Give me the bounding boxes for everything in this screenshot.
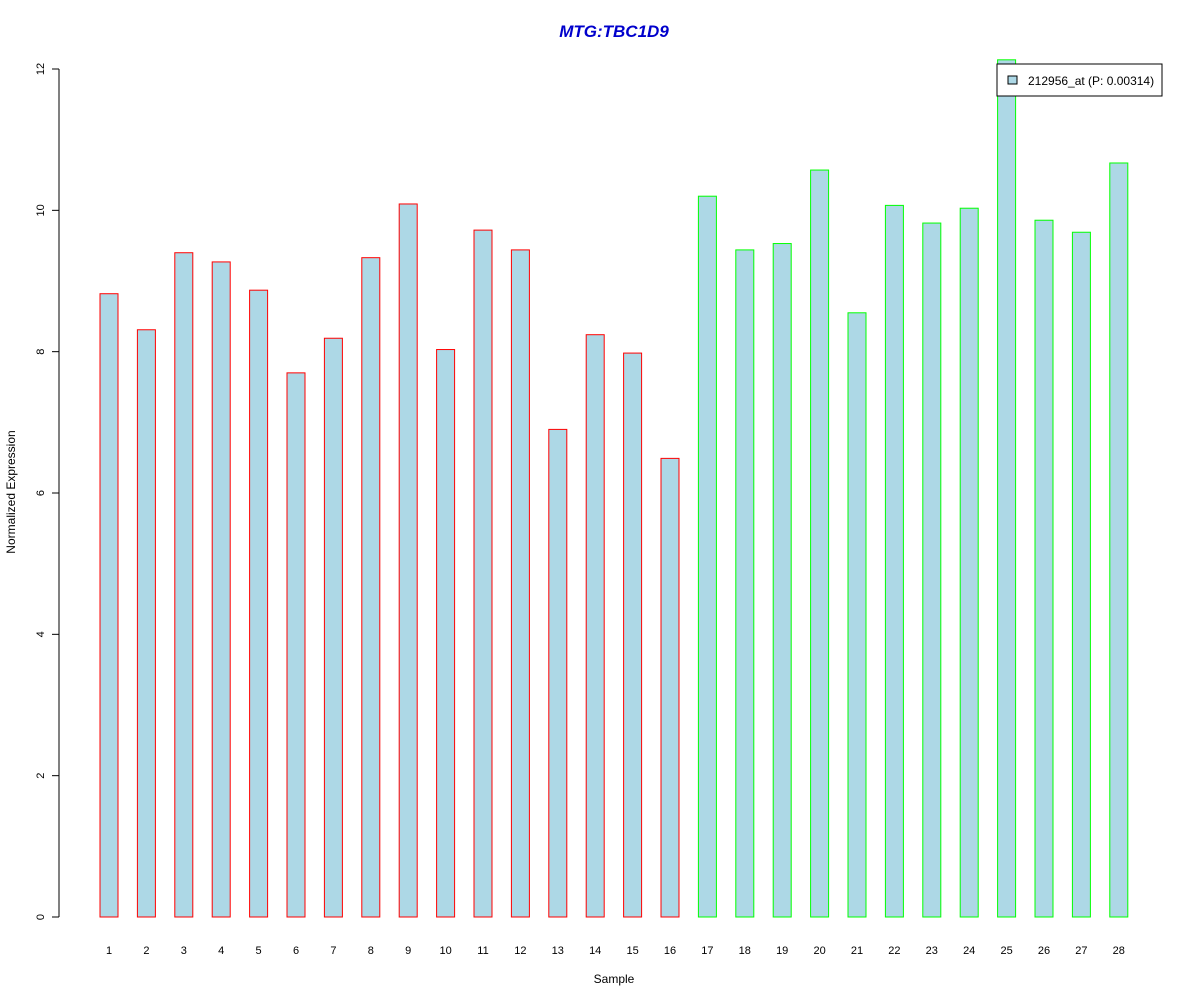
- y-tick-label: 2: [35, 773, 47, 779]
- x-tick-label: 4: [218, 945, 224, 957]
- x-tick-label: 6: [293, 945, 299, 957]
- x-tick-label: 13: [552, 945, 564, 957]
- bar-sample-21: [847, 312, 867, 918]
- x-axis-label: Sample: [594, 972, 635, 986]
- bar-sample-27: [1071, 231, 1091, 918]
- x-tick-label: 18: [739, 945, 751, 957]
- bar-sample-11: [473, 229, 493, 918]
- legend-swatch: [1007, 75, 1018, 85]
- bar-sample-20: [810, 169, 830, 918]
- bar-sample-28: [1109, 162, 1129, 918]
- legend-box: [996, 63, 1163, 97]
- x-tick-label: 23: [926, 945, 938, 957]
- x-tick-label: 24: [963, 945, 975, 957]
- x-tick-label: 26: [1038, 945, 1050, 957]
- bar-sample-10: [436, 349, 456, 918]
- x-tick-label: 25: [1000, 945, 1012, 957]
- bar-sample-5: [249, 289, 269, 918]
- y-tick-label: 10: [35, 204, 47, 216]
- bar-sample-17: [697, 195, 717, 918]
- bar-sample-24: [959, 207, 979, 918]
- x-tick-label: 14: [589, 945, 601, 957]
- bar-sample-18: [735, 249, 755, 918]
- x-tick-label: 3: [181, 945, 187, 957]
- x-tick-label: 19: [776, 945, 788, 957]
- bar-sample-19: [772, 243, 792, 918]
- bar-sample-14: [585, 334, 605, 918]
- bar-sample-6: [286, 372, 306, 918]
- bar-sample-16: [660, 457, 680, 918]
- x-tick-label: 5: [256, 945, 262, 957]
- y-tick-label: 6: [35, 490, 47, 496]
- x-tick-label: 21: [851, 945, 863, 957]
- x-tick-label: 7: [330, 945, 336, 957]
- bar-sample-1: [99, 293, 119, 918]
- bar-sample-2: [136, 329, 156, 918]
- bar-sample-7: [323, 337, 343, 918]
- x-tick-label: 27: [1075, 945, 1087, 957]
- x-tick-label: 22: [888, 945, 900, 957]
- legend-label: 212956_at (P: 0.00314): [1028, 74, 1154, 88]
- bar-sample-22: [884, 204, 904, 918]
- x-tick-label: 11: [477, 945, 488, 957]
- bar-sample-3: [174, 252, 194, 918]
- x-tick-label: 28: [1113, 945, 1125, 957]
- bar-sample-13: [548, 428, 568, 918]
- x-tick-label: 15: [626, 945, 638, 957]
- x-tick-label: 10: [439, 945, 451, 957]
- x-axis-tick-labels: 1 2 3 4 5 6 7 8 9 10 11 12 13 14 15 16 17 18 19 20 21 22 23 24 2…: [106, 945, 1125, 957]
- bar-sample-26: [1034, 219, 1054, 918]
- y-tick-label: 4: [35, 631, 47, 637]
- x-tick-label: 2: [143, 945, 149, 957]
- y-tick-label: 0: [35, 914, 47, 920]
- bar-sample-4: [211, 261, 231, 918]
- x-tick-label: 12: [514, 945, 526, 957]
- chart-title: MTG:TBC1D9: [559, 22, 669, 41]
- bar-sample-9: [398, 203, 418, 918]
- x-tick-label: 17: [701, 945, 713, 957]
- bar-sample-8: [361, 257, 381, 918]
- x-tick-label: 20: [813, 945, 825, 957]
- legend: 212956_at (P: 0.00314): [996, 63, 1163, 97]
- x-tick-label: 1: [106, 945, 112, 957]
- bar-sample-12: [510, 249, 530, 918]
- x-tick-label: 16: [664, 945, 676, 957]
- y-tick-label: 12: [35, 63, 47, 75]
- y-axis-label: Normalized Expression: [4, 430, 18, 553]
- x-tick-label: 8: [368, 945, 374, 957]
- x-tick-label: 9: [405, 945, 411, 957]
- bar-sample-15: [623, 352, 643, 918]
- bars: [99, 59, 1129, 918]
- bar-sample-23: [922, 222, 942, 918]
- y-tick-label: 8: [35, 349, 47, 355]
- bar-sample-25: [997, 59, 1017, 918]
- y-axis: 0 2 4 6 8 10 12: [35, 63, 60, 920]
